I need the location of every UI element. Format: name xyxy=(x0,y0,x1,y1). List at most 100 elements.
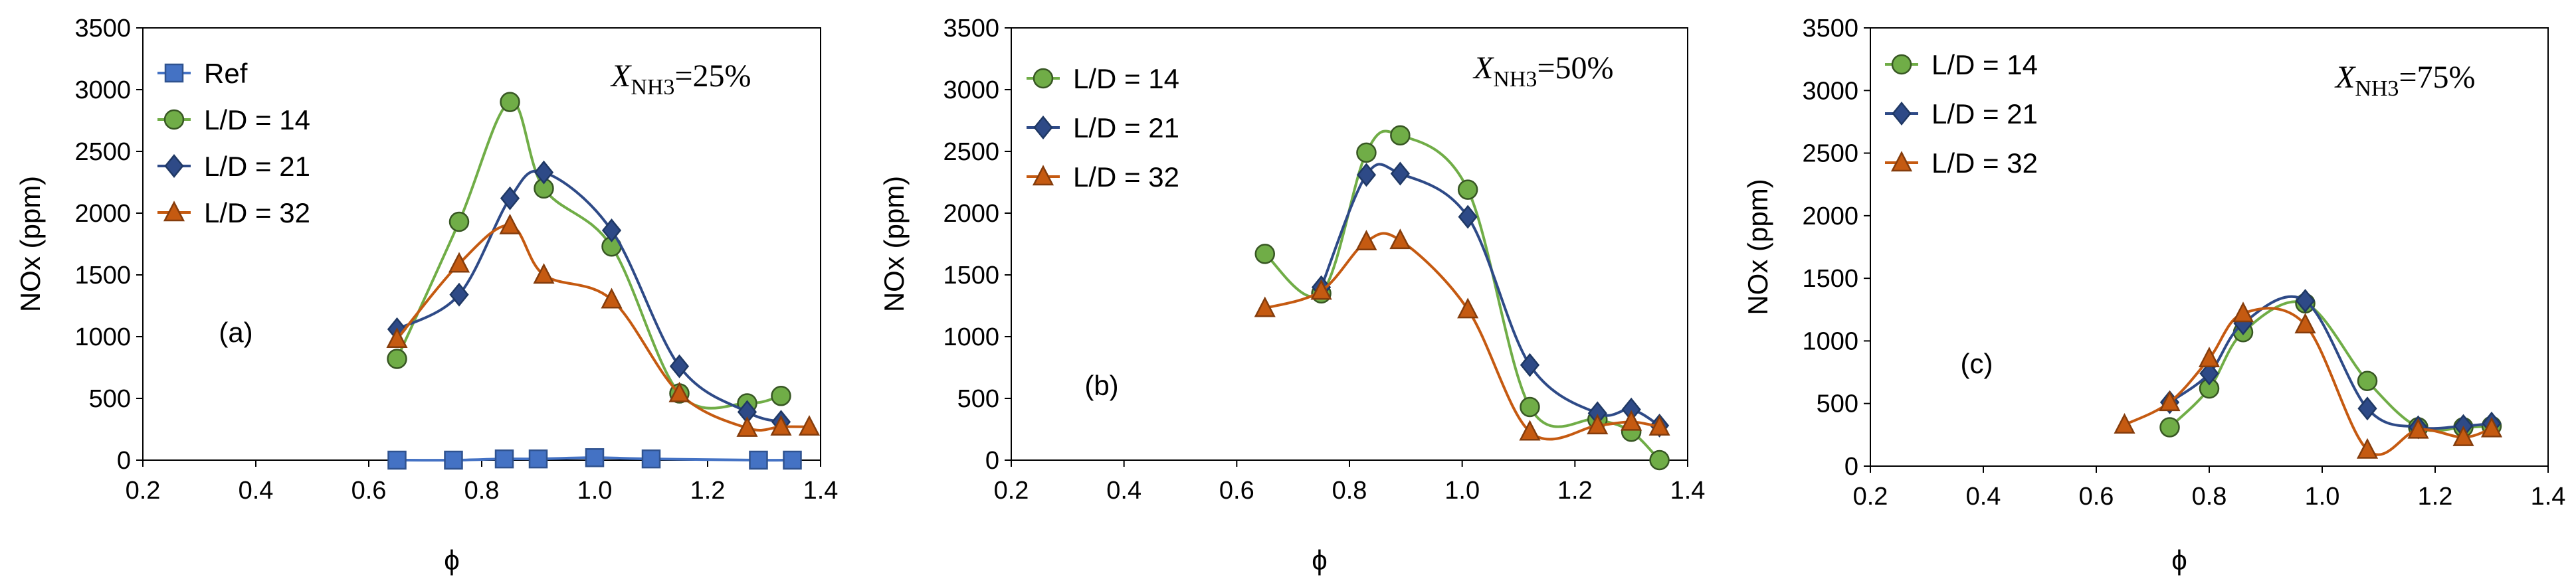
y-tick-label: 2000 xyxy=(1802,203,1858,230)
data-point-ref xyxy=(749,450,768,470)
y-tick-label: 1000 xyxy=(1802,327,1858,355)
data-point-l-d-32 xyxy=(1519,420,1541,441)
data-point-l-d-21 xyxy=(1458,205,1478,229)
data-point-l-d-14 xyxy=(771,386,791,406)
x-tick-label: 1.4 xyxy=(803,477,839,505)
x-tick-label: 1.0 xyxy=(577,477,613,505)
series-l-d-32 xyxy=(1254,228,1670,441)
data-point-l-d-32 xyxy=(668,381,690,402)
x-tick-label: 0.6 xyxy=(351,477,387,505)
legend-label-l-d-21: L/D = 21 xyxy=(1932,98,2038,129)
data-point-l-d-21 xyxy=(1520,353,1540,377)
data-point-l-d-21 xyxy=(2357,396,2377,421)
data-point-l-d-14 xyxy=(1356,142,1377,163)
legend-marker-l-d-32 xyxy=(1890,151,1913,172)
data-point-l-d-21 xyxy=(1356,163,1377,187)
annotation-suffix: =75% xyxy=(2399,60,2475,95)
data-point-l-d-14 xyxy=(1254,244,1275,264)
x-tick-label: 0.4 xyxy=(1106,477,1141,505)
series-l-d-32 xyxy=(386,213,821,437)
annotation: XNH3=75% xyxy=(2334,60,2476,101)
x-axis-label: ϕ xyxy=(1312,544,1328,576)
x-tick-label: 1.0 xyxy=(2305,483,2340,511)
y-tick-label: 2500 xyxy=(943,138,999,166)
x-tick-label: 1.4 xyxy=(1670,477,1706,505)
data-point-ref xyxy=(585,448,605,467)
annotation-subscript: NH3 xyxy=(1493,67,1537,92)
series-line-l-d-32 xyxy=(395,224,810,432)
data-point-l-d-14 xyxy=(1520,396,1540,418)
y-tick-label: 3000 xyxy=(943,76,999,104)
data-point-l-d-32 xyxy=(499,213,521,234)
legend: L/D = 14 L/D = 21 L/D = 32 xyxy=(1885,49,2038,179)
data-point-ref xyxy=(444,450,463,470)
x-tick-label: 0.2 xyxy=(1853,483,1888,511)
data-point-l-d-32 xyxy=(533,263,555,284)
legend-marker-l-d-32 xyxy=(1032,165,1054,186)
y-tick-label: 3000 xyxy=(1802,77,1858,105)
data-point-l-d-14 xyxy=(1649,450,1670,471)
data-point-l-d-32 xyxy=(1587,414,1609,435)
data-point-l-d-21 xyxy=(601,218,622,243)
legend-label-l-d-14: L/D = 14 xyxy=(1932,49,2038,80)
annotation-subscript: NH3 xyxy=(2355,76,2399,101)
y-axis-label: NOx (ppm) xyxy=(878,176,910,312)
data-point-ref xyxy=(528,449,548,469)
series-l-d-32 xyxy=(2114,301,2503,459)
data-point-l-d-32 xyxy=(601,288,623,309)
y-tick-label: 0 xyxy=(117,447,131,475)
y-tick-label: 1000 xyxy=(74,323,131,351)
legend-marker-l-d-14 xyxy=(1033,68,1054,89)
data-point-l-d-14 xyxy=(1457,179,1478,200)
data-point-l-d-32 xyxy=(2114,413,2135,434)
data-point-ref xyxy=(641,449,661,469)
y-tick-label: 3000 xyxy=(74,76,131,104)
y-tick-label: 500 xyxy=(1817,390,1858,418)
plot-area xyxy=(142,27,821,461)
legend-label-l-d-14: L/D = 14 xyxy=(204,104,310,135)
data-point-l-d-32 xyxy=(2159,390,2181,412)
data-point-l-d-32 xyxy=(736,416,758,437)
data-point-l-d-32 xyxy=(1254,296,1276,317)
annotation-prefix: X xyxy=(610,58,632,94)
data-point-l-d-21 xyxy=(669,354,690,378)
legend-marker-l-d-21 xyxy=(1892,102,1912,125)
annotation: XNH3=50% xyxy=(1472,50,1614,92)
data-point-l-d-32 xyxy=(386,327,408,348)
data-point-l-d-14 xyxy=(2357,371,2378,392)
x-tick-label: 0.8 xyxy=(1332,477,1367,505)
y-axis-label: NOx (ppm) xyxy=(1742,179,1773,315)
chart-b: 0 500 1000 1500 2000 2500 3000 3500 0.2 0.4 0.6 0.8… xyxy=(878,15,1706,576)
data-point-l-d-32 xyxy=(2232,301,2254,323)
y-tick-label: 2000 xyxy=(74,200,131,228)
chart-panel-a: 0 500 1000 1500 2000 2500 3000 3500 0.2 0.4 0.6 0.8… xyxy=(0,0,864,579)
data-point-l-d-32 xyxy=(770,415,792,436)
x-tick-label: 1.2 xyxy=(690,477,726,505)
chart-a: 0 500 1000 1500 2000 2500 3000 3500 0.2 0.4 0.6 0.8… xyxy=(15,15,839,576)
annotation-subscript: NH3 xyxy=(631,75,674,100)
x-tick-label: 1.2 xyxy=(2418,483,2453,511)
x-tick-label: 0.4 xyxy=(239,477,274,505)
chart-panel-b: 0 500 1000 1500 2000 2500 3000 3500 0.2 0.4 0.6 0.8… xyxy=(864,0,1728,579)
x-tick-label: 0.4 xyxy=(1966,483,2001,511)
y-tick-label: 3500 xyxy=(74,15,131,42)
annotation-suffix: =50% xyxy=(1537,50,1613,86)
x-tick-label: 0.6 xyxy=(1219,477,1254,505)
data-point-l-d-14 xyxy=(500,92,520,112)
data-point-l-d-32 xyxy=(1621,410,1642,431)
legend: L/D = 14 L/D = 21 L/D = 32 xyxy=(1027,63,1179,193)
data-point-l-d-32 xyxy=(2480,416,2503,438)
y-tick-label: 500 xyxy=(957,385,999,413)
data-point-l-d-32 xyxy=(2407,418,2429,439)
x-tick-label: 1.4 xyxy=(2531,483,2566,511)
legend: Ref L/D = 14 L/D = 21 L/D = 32 xyxy=(157,58,310,228)
data-point-l-d-32 xyxy=(2452,425,2474,446)
annotation-suffix: =25% xyxy=(674,58,751,94)
data-point-l-d-32 xyxy=(798,415,821,436)
y-tick-label: 3500 xyxy=(1802,15,1858,42)
data-point-ref xyxy=(494,449,514,469)
series-l-d-21 xyxy=(1311,161,1670,438)
data-point-l-d-21 xyxy=(2295,289,2316,313)
data-point-l-d-32 xyxy=(1648,415,1670,436)
panel-label: (a) xyxy=(219,317,252,348)
